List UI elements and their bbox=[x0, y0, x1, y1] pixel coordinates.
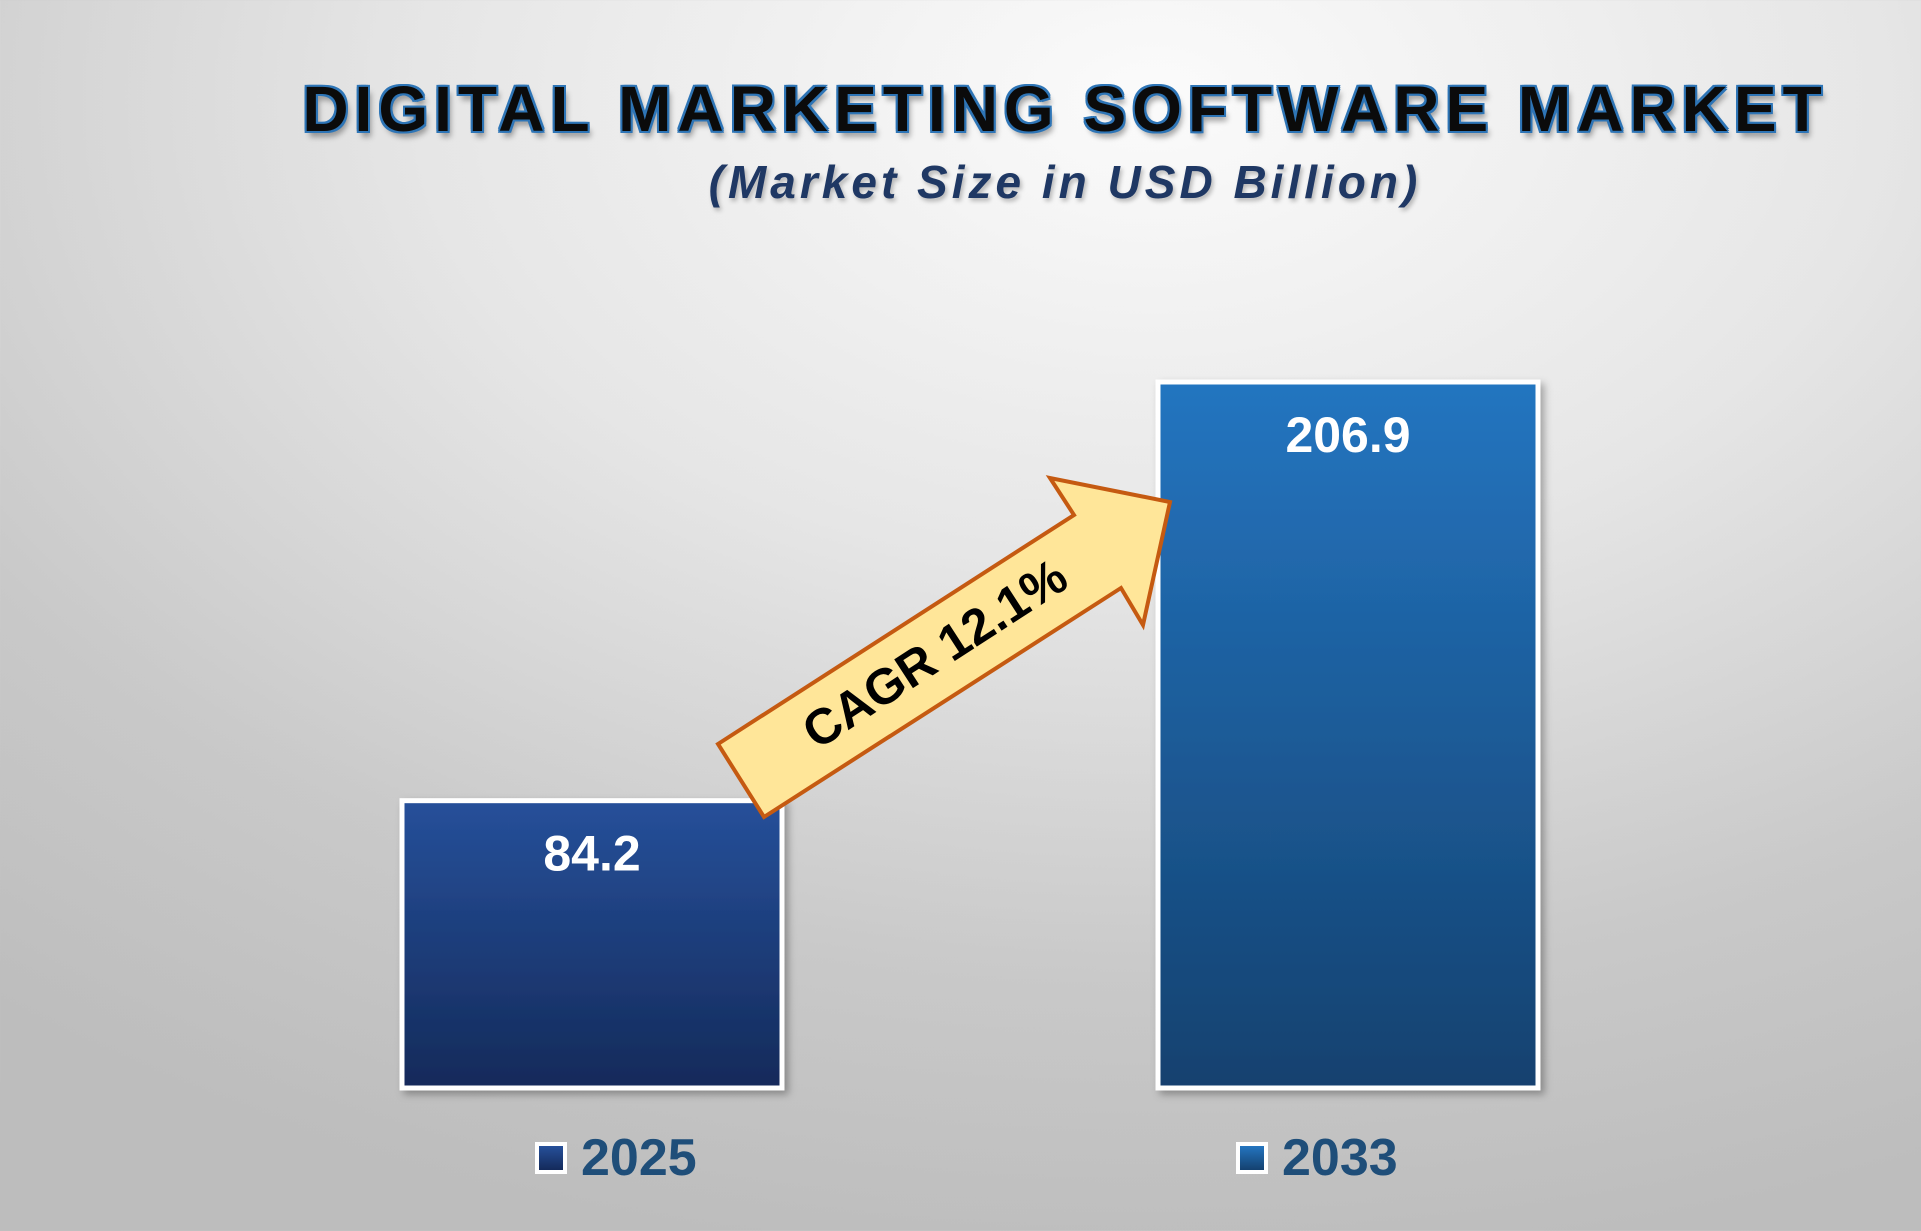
legend-swatch-2033 bbox=[1236, 1142, 1268, 1174]
chart-title: DIGITAL MARKETING SOFTWARE MARKET bbox=[302, 73, 1828, 145]
legend-label: 2025 bbox=[581, 1129, 697, 1187]
cagr-label: CAGR 12.1% bbox=[792, 548, 1077, 760]
bar-2025 bbox=[399, 798, 785, 1091]
legend-item-2033: 2033 bbox=[1236, 1128, 1398, 1188]
data-label-2033: 206.9 bbox=[1285, 407, 1410, 463]
cagr-arrow-shape bbox=[715, 475, 1173, 820]
cagr-arrow: CAGR 12.1% bbox=[715, 475, 1173, 820]
legend-item-2025: 2025 bbox=[535, 1128, 697, 1188]
data-label-2025: 84.2 bbox=[543, 826, 640, 882]
bar-2033 bbox=[1155, 379, 1541, 1091]
chart-subtitle: (Market Size in USD Billion) bbox=[708, 156, 1422, 208]
legend-swatch-2025 bbox=[535, 1142, 567, 1174]
legend-label: 2033 bbox=[1282, 1129, 1398, 1187]
